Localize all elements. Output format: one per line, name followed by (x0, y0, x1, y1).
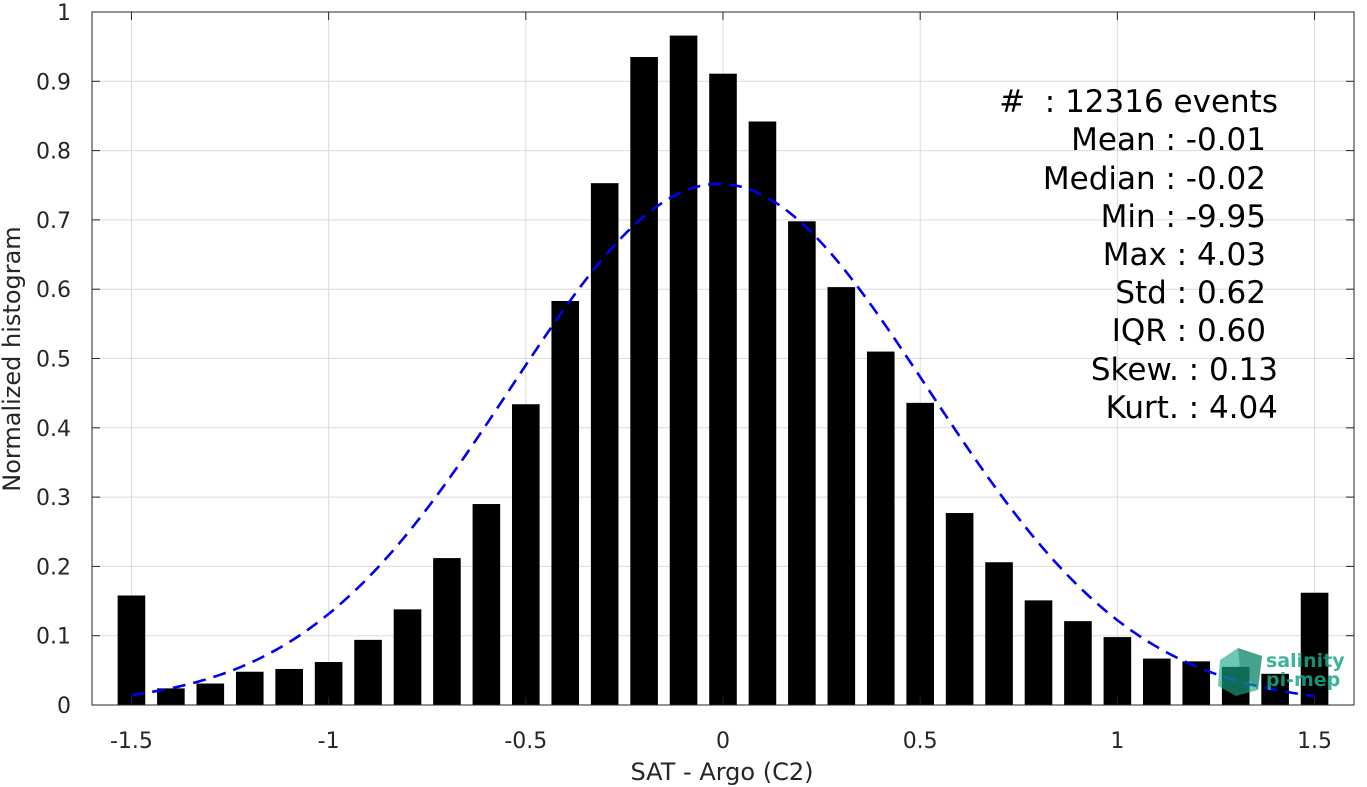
stat-max: Max : 4.03 (1103, 237, 1266, 273)
logo-text-pimep: pi-mep (1266, 669, 1340, 691)
histogram-bar (1300, 592, 1329, 705)
histogram-bar (827, 287, 856, 705)
y-tick-label: 0.8 (36, 140, 71, 165)
x-tick-label: 0 (716, 729, 730, 754)
stats-annotation: # : 12316 events Mean : -0.01 Median : -… (999, 84, 1278, 426)
histogram-bar (117, 595, 146, 705)
y-tick-label: 0.5 (36, 348, 71, 373)
stat-mean: Mean : -0.01 (1071, 122, 1266, 158)
salinity-pimep-logo: salinity pi-mep (1218, 648, 1345, 696)
x-tick-label: -1 (318, 729, 340, 754)
histogram-bar (551, 300, 580, 705)
y-axis-label: Normalized histogram (0, 226, 26, 491)
histogram-bar (512, 404, 540, 705)
histogram-bar (393, 609, 422, 705)
histogram-bar (433, 558, 461, 705)
y-tick-label: 0.7 (36, 209, 71, 234)
y-tick-label: 0 (57, 694, 71, 719)
histogram-bar (630, 57, 658, 706)
y-tick-label: 0.3 (36, 486, 71, 511)
stat-kurt: Kurt. : 4.04 (1106, 390, 1278, 426)
y-axis-ticks: 0 0.1 0.2 0.3 0.4 0.5 0.6 0.7 0.8 0.9 1 (36, 1, 1354, 719)
histogram-bar (1103, 637, 1132, 705)
y-tick-label: 0.6 (36, 278, 71, 303)
histogram-bar (196, 683, 225, 705)
histogram-bar (472, 504, 501, 705)
histogram-bar (669, 35, 698, 705)
x-axis-label: SAT - Argo (C2) (631, 758, 814, 786)
x-axis-ticks: -1.5 -1 -0.5 0 0.5 1 1.5 (110, 12, 1332, 754)
histogram-bar (748, 121, 777, 705)
histogram-bar (1143, 658, 1171, 705)
stat-events: # : 12316 events (999, 84, 1278, 120)
y-tick-label: 0.2 (36, 555, 71, 580)
y-tick-label: 0.9 (36, 70, 71, 95)
y-tick-label: 0.4 (36, 417, 71, 442)
logo-text-salinity: salinity (1266, 650, 1345, 672)
logo-cube-face (1238, 648, 1262, 690)
normal-fit-curve (131, 182, 1315, 698)
x-tick-label: 1 (1110, 729, 1124, 754)
histogram-bar (788, 221, 816, 705)
x-tick-label: 0.5 (903, 729, 938, 754)
histogram-bar (906, 402, 934, 705)
x-tick-label: -0.5 (504, 729, 547, 754)
stat-skew: Skew. : 0.13 (1091, 352, 1278, 388)
histogram-bar (709, 73, 737, 705)
histogram-bar (157, 688, 185, 705)
stat-median: Median : -0.02 (1043, 161, 1266, 197)
histogram-bar (866, 351, 895, 705)
y-tick-label: 0.1 (36, 625, 71, 650)
histogram-bar (1064, 621, 1092, 705)
stat-iqr: IQR : 0.60 (1112, 313, 1266, 349)
histogram-bars (117, 35, 1329, 706)
histogram-bar (590, 183, 619, 705)
histogram-bar (275, 668, 303, 705)
stat-std: Std : 0.62 (1115, 275, 1266, 311)
histogram-bar (1024, 600, 1053, 705)
histogram-bar (354, 639, 382, 705)
x-tick-label: 1.5 (1297, 729, 1332, 754)
histogram-bar (235, 671, 264, 705)
histogram-bar (985, 562, 1013, 705)
y-tick-label: 1 (57, 1, 71, 26)
histogram-bar (945, 513, 974, 705)
x-tick-label: -1.5 (110, 729, 153, 754)
stat-min: Min : -9.95 (1101, 199, 1266, 235)
histogram-bar (1182, 661, 1211, 705)
